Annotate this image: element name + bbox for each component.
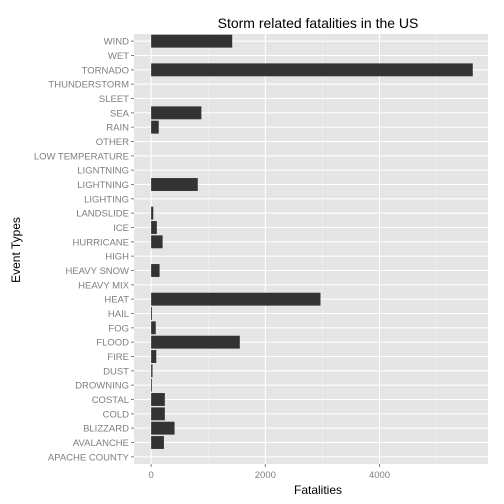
y-tick-label: WIND — [104, 37, 129, 48]
bar — [151, 307, 152, 320]
bar — [151, 407, 165, 421]
y-axis-ticks: APACHE COUNTY AVALANCHE BLIZZARD COLD COSTAL… — [34, 37, 134, 463]
bar — [151, 335, 240, 349]
bar — [151, 120, 159, 134]
y-tick-label: HAIL — [108, 309, 129, 320]
bar — [151, 178, 198, 191]
y-tick-label: DROWNING — [75, 381, 129, 392]
x-axis-label: Fatalities — [294, 483, 342, 497]
bar — [151, 264, 160, 277]
bar — [151, 235, 163, 249]
bar — [151, 63, 473, 77]
y-tick-label: HEAVY MIX — [78, 280, 130, 291]
y-tick-label: LIGHTING — [84, 194, 129, 205]
y-tick-label: FIRE — [107, 352, 129, 363]
y-tick-label: ICE — [113, 223, 129, 234]
chart-title: Storm related fatalities in the US — [218, 15, 419, 31]
bar — [151, 364, 153, 378]
bar — [151, 436, 164, 449]
y-tick-label: APACHE COUNTY — [48, 452, 130, 463]
y-tick-label: HURRICANE — [73, 237, 129, 248]
grid-lines — [134, 34, 488, 464]
bar — [151, 321, 156, 335]
y-tick-label: SEA — [110, 108, 130, 119]
bar — [151, 221, 157, 234]
y-tick-label: LIGHTNING — [77, 180, 129, 191]
x-tick-label: 4000 — [369, 470, 390, 481]
y-tick-label: OTHER — [96, 137, 129, 148]
y-tick-label: AVALANCHE — [73, 438, 129, 449]
bar — [151, 34, 233, 48]
y-tick-label: COSTAL — [92, 395, 129, 406]
y-tick-label: LIGNTNING — [77, 166, 129, 177]
bar — [151, 292, 321, 306]
y-tick-label: LOW TEMPERATURE — [34, 151, 129, 162]
y-tick-label: WET — [108, 51, 129, 62]
y-tick-label: TORNADO — [82, 65, 129, 76]
x-axis-ticks: 0 2000 4000 — [148, 464, 390, 481]
y-tick-label: LANDSLIDE — [76, 209, 129, 220]
y-tick-label: SLEET — [99, 94, 129, 105]
bar — [151, 378, 152, 392]
bar — [151, 393, 165, 406]
plot-panel — [134, 34, 488, 464]
x-tick-label: 0 — [148, 470, 153, 481]
y-tick-label: FLOOD — [96, 338, 129, 349]
x-tick-label: 2000 — [255, 470, 276, 481]
y-tick-label: HEAT — [104, 295, 129, 306]
y-tick-label: BLIZZARD — [83, 424, 129, 435]
y-tick-label: FOG — [108, 323, 129, 334]
y-tick-label: DUST — [103, 366, 129, 377]
y-tick-label: HIGH — [105, 252, 129, 263]
y-tick-label: RAIN — [106, 123, 129, 134]
bar — [151, 206, 154, 220]
y-tick-label: COLD — [103, 409, 130, 420]
bar — [151, 350, 157, 363]
bar — [151, 421, 175, 435]
y-tick-label: HEAVY SNOW — [65, 266, 129, 277]
bars — [151, 34, 473, 449]
bar — [151, 106, 202, 120]
y-tick-label: THUNDERSTORM — [48, 80, 129, 91]
y-axis-label: Event Types — [9, 217, 23, 283]
